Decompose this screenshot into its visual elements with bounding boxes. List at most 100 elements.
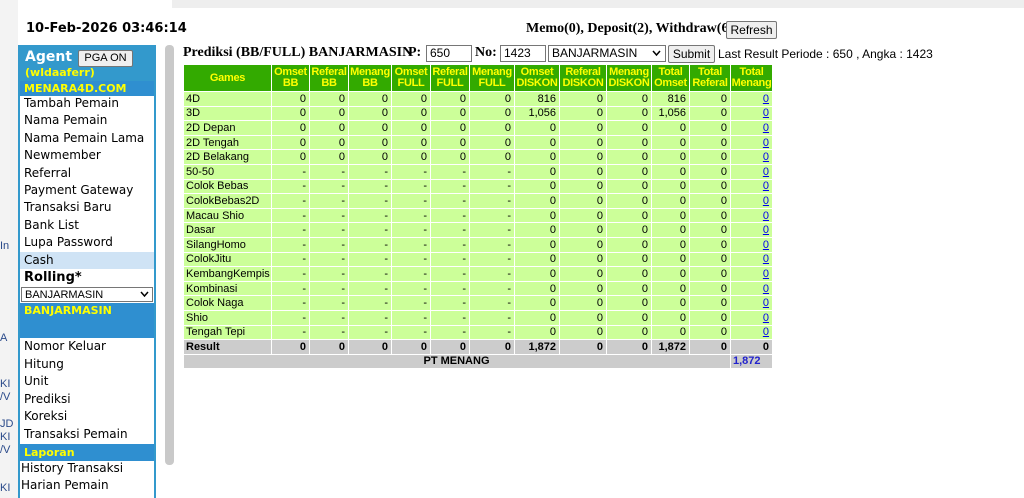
cell: - <box>431 325 469 340</box>
submit-button[interactable]: Submit <box>668 45 715 63</box>
cell: 0 <box>731 121 772 135</box>
menang-link[interactable]: 0 <box>762 311 769 324</box>
cell: 0 <box>431 106 469 121</box>
menang-link[interactable]: 0 <box>762 107 769 120</box>
cell: 0 <box>560 150 606 164</box>
scrollbar[interactable] <box>165 45 174 465</box>
cell: - <box>310 237 348 252</box>
cell: - <box>470 164 514 179</box>
menang-link[interactable]: 0 <box>762 267 769 280</box>
menang-link[interactable]: 0 <box>762 253 769 266</box>
menu-item[interactable]: Hitung <box>24 356 64 371</box>
cell: 0 <box>349 135 391 150</box>
menu-item[interactable]: Payment Gateway <box>24 183 134 197</box>
cell: - <box>470 252 514 267</box>
cell: - <box>392 310 430 325</box>
cell: 0 <box>560 121 606 135</box>
cell: - <box>470 281 514 296</box>
menu-item[interactable]: Referral <box>24 165 72 180</box>
menu-item[interactable]: Nomor Keluar <box>24 339 106 353</box>
cell: 0 <box>310 340 348 354</box>
menu-item[interactable]: Tambah Pemain <box>24 96 119 110</box>
cell: 0 <box>560 325 606 340</box>
cell: - <box>349 252 391 267</box>
market-select[interactable]: BANJARMASIN <box>548 45 666 62</box>
menang-link[interactable]: 0 <box>762 224 769 237</box>
cell: 0 <box>731 208 772 223</box>
menang-link[interactable]: 0 <box>762 282 769 295</box>
column-header: Omset FULL <box>392 65 430 91</box>
period-input[interactable]: 650 <box>426 45 472 62</box>
cell: 0 <box>607 281 651 296</box>
menu-item[interactable]: History Transaksi <box>21 461 124 475</box>
menu-item[interactable]: Harian Pemain <box>21 478 109 492</box>
menang-link[interactable]: 0 <box>762 297 769 310</box>
menu-item[interactable]: Cash <box>20 251 154 269</box>
menu-item[interactable]: Transaksi Pemain <box>24 426 128 441</box>
cell: 0 <box>470 150 514 164</box>
cell: 0 <box>731 223 772 237</box>
cell: 1,872 <box>652 340 689 354</box>
cell: 0 <box>515 150 559 164</box>
menu-item[interactable]: Koreksi <box>24 409 68 423</box>
menang-link[interactable]: 0 <box>762 180 769 193</box>
cell: - <box>392 223 430 237</box>
pga-button[interactable]: PGA ON <box>78 50 133 67</box>
cell: 0 <box>690 194 730 208</box>
refresh-button[interactable]: Refresh <box>726 21 777 39</box>
menu-item[interactable]: Nama Pemain Lama <box>24 130 145 145</box>
cell: - <box>349 208 391 223</box>
cell: - <box>310 164 348 179</box>
menang-link[interactable]: 0 <box>762 136 769 149</box>
cell: - <box>392 281 430 296</box>
agent-label: Agent <box>25 49 73 65</box>
cell: - <box>310 267 348 281</box>
menu-item[interactable]: Prediksi <box>24 391 71 406</box>
menang-link[interactable]: 0 <box>762 92 769 105</box>
cell: - <box>392 267 430 281</box>
background-fragment: In <box>0 240 10 252</box>
market-select[interactable]: BANJARMASIN <box>21 287 153 302</box>
menang-link[interactable]: 0 <box>762 238 769 251</box>
menang-link[interactable]: 0 <box>762 194 769 207</box>
menang-link[interactable]: 0 <box>762 121 769 134</box>
data-row: Tengah Tepi - - - - - -0 0 0 0 0 0 <box>184 325 772 340</box>
menu-item[interactable]: Nama Pemain <box>24 113 108 128</box>
cell: - <box>470 325 514 340</box>
cell: 0 <box>515 121 559 135</box>
cell: 0 <box>731 340 772 354</box>
footer-label: PT MENANG <box>184 354 730 369</box>
column-header: Omset BB <box>272 65 309 91</box>
cell: 0 <box>431 135 469 150</box>
menu-item[interactable]: Lupa Password <box>24 235 113 250</box>
cell: 1,056 <box>515 106 559 121</box>
menu-item[interactable]: Transaksi Baru <box>24 200 112 215</box>
cell: 0 <box>470 135 514 150</box>
game-name: ColokJitu <box>184 252 271 267</box>
cell: 0 <box>607 92 651 106</box>
column-header: Omset DISKON <box>515 65 559 91</box>
menang-link[interactable]: 0 <box>762 209 769 222</box>
menang-link[interactable]: 0 <box>762 165 769 178</box>
cell: - <box>431 179 469 194</box>
menu-item[interactable]: Newmember <box>24 148 101 163</box>
cell: 0 <box>652 150 689 164</box>
menu-item[interactable]: Bank List <box>24 217 79 232</box>
menang-link[interactable]: 0 <box>762 151 769 164</box>
number-input[interactable]: 1423 <box>500 45 546 62</box>
cell: - <box>392 179 430 194</box>
menang-link[interactable]: 0 <box>762 326 769 339</box>
game-name: 2D Belakang <box>184 150 271 164</box>
cell: - <box>470 194 514 208</box>
market-heading: BANJARMASIN <box>20 303 154 338</box>
cell: 0 <box>652 135 689 150</box>
cell: - <box>431 281 469 296</box>
market-select-text: BANJARMASIN <box>25 289 104 301</box>
cell: 0 <box>731 179 772 194</box>
column-header: Total Menang <box>731 65 772 91</box>
cell: - <box>392 296 430 310</box>
cell: 0 <box>690 223 730 237</box>
menu-item[interactable]: Unit <box>24 374 49 388</box>
period-label: P: <box>408 45 422 60</box>
cell: - <box>392 252 430 267</box>
